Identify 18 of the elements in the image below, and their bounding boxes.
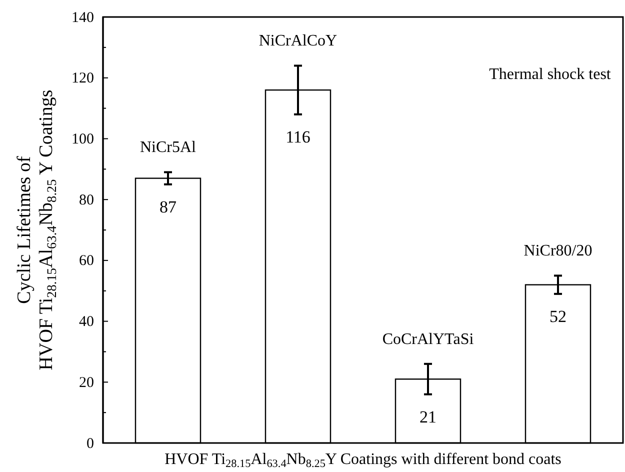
y-tick-label: 120 bbox=[72, 70, 94, 87]
x-tick-label: NiCrAlCoY bbox=[258, 32, 338, 50]
data-label: 116 bbox=[286, 127, 310, 146]
y-tick-label: 80 bbox=[79, 192, 94, 208]
y-tick-label: 140 bbox=[72, 10, 94, 26]
x-tick-label: NiCr80/20 bbox=[524, 242, 592, 260]
y-tick-label: 0 bbox=[86, 436, 94, 452]
y-tick-label: 100 bbox=[72, 132, 94, 148]
data-label: 52 bbox=[550, 306, 566, 326]
data-label: 21 bbox=[420, 407, 436, 426]
x-tick-label: CoCrAlYTaSi bbox=[382, 330, 474, 348]
data-label: 87 bbox=[160, 197, 177, 216]
y-tick-label: 60 bbox=[79, 253, 94, 270]
x-tick-label: NiCr5Al bbox=[140, 139, 197, 156]
x-axis-title: HVOF Ti$_{28.15}$Al$_{63.4}$Nb$_{8.25}$Y Coatings with different bond coats bbox=[164, 451, 562, 470]
y-tick-label: 20 bbox=[79, 374, 94, 391]
annotation: Thermal shock test bbox=[489, 66, 612, 83]
y-tick-label: 40 bbox=[79, 314, 94, 330]
